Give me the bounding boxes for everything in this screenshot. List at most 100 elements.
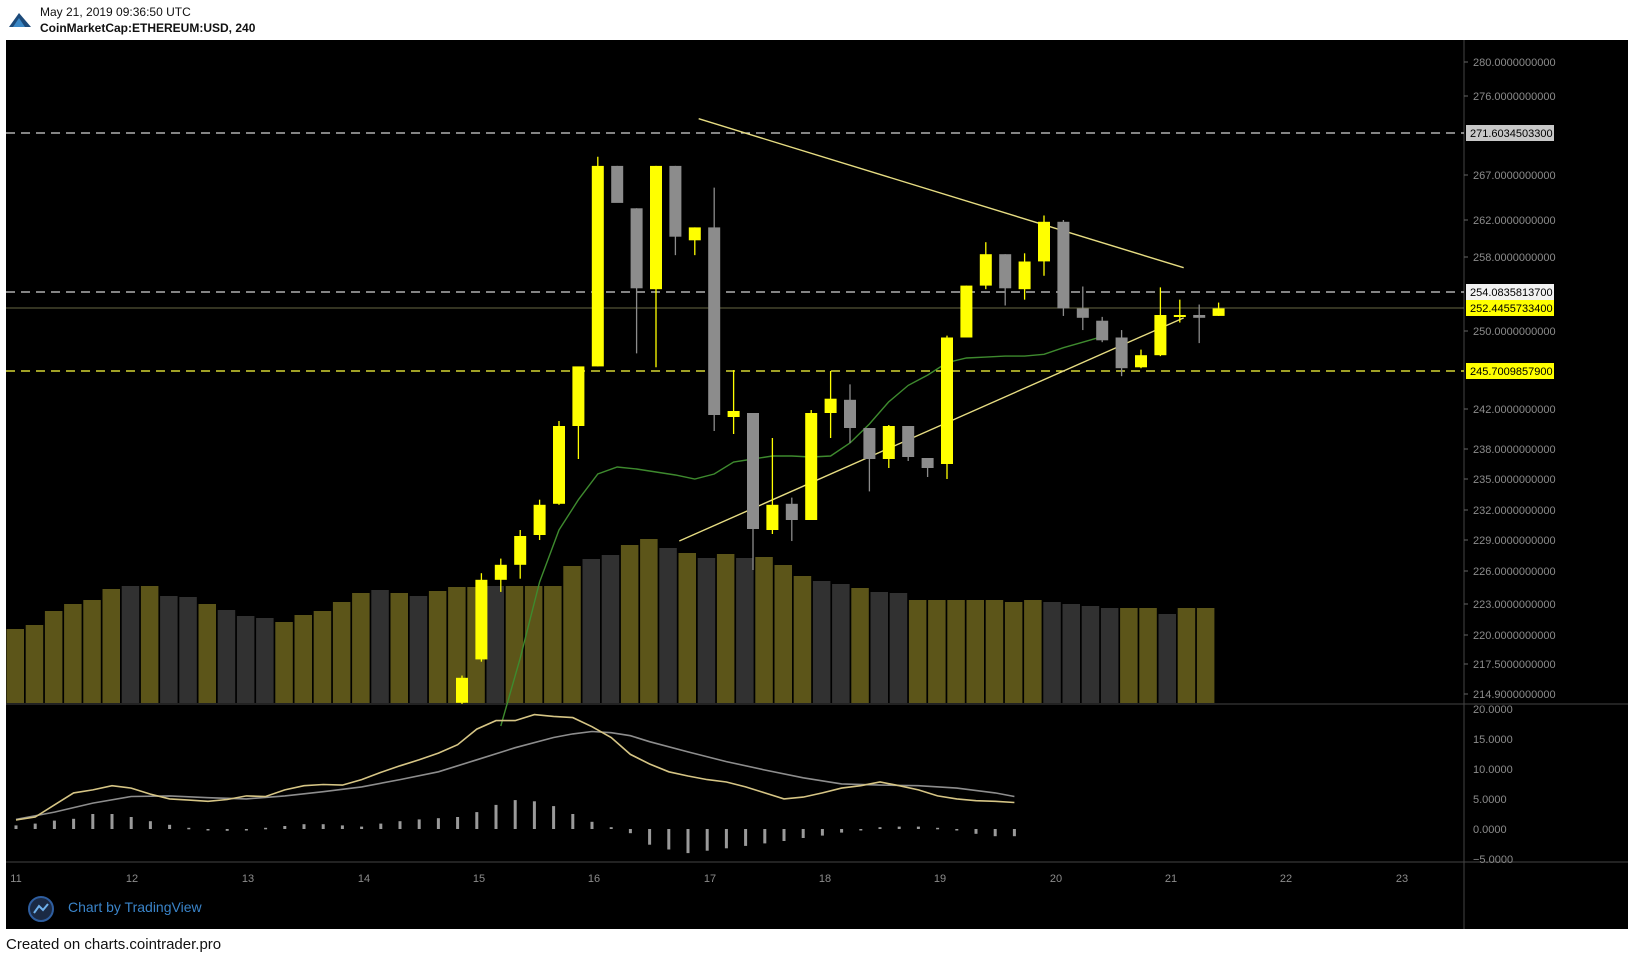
candle-body xyxy=(494,564,507,580)
candle-body xyxy=(553,426,565,504)
volume-bar xyxy=(1139,608,1157,703)
price-tick-label: 262.0000000000 xyxy=(1473,215,1556,227)
candle-body xyxy=(785,503,798,520)
time-tick-label: 16 xyxy=(588,873,600,885)
candle-body xyxy=(979,254,992,286)
volume-bar xyxy=(256,618,274,703)
macd-histogram-bar xyxy=(667,829,671,850)
candle-body xyxy=(1212,308,1225,316)
macd-histogram-bar xyxy=(475,812,479,829)
macd-histogram-bar xyxy=(552,806,556,829)
macd-line xyxy=(15,713,1015,821)
macd-histogram-bar xyxy=(724,829,728,849)
time-tick-label: 17 xyxy=(704,873,716,885)
candle-body xyxy=(824,398,837,413)
volume-bar xyxy=(832,584,850,703)
time-tick-label: 12 xyxy=(126,873,138,885)
candle-body xyxy=(650,165,662,290)
candle-body xyxy=(475,579,488,660)
macd-tick-label: 20.0000 xyxy=(1473,704,1513,716)
candle-body xyxy=(902,426,915,457)
macd-histogram-bar xyxy=(244,829,248,831)
volume-bar xyxy=(294,615,312,703)
macd-histogram-bar xyxy=(628,829,632,834)
volume-bar xyxy=(448,587,466,703)
macd-histogram-bar xyxy=(168,824,172,829)
macd-histogram-bar xyxy=(302,824,306,829)
price-tick-label: 280.0000000000 xyxy=(1473,57,1556,69)
volume-bar xyxy=(217,610,236,703)
candle-body xyxy=(572,366,585,426)
macd-histogram-bar xyxy=(686,829,690,854)
macd-histogram-bar xyxy=(283,826,287,829)
candle-body xyxy=(727,411,740,417)
time-tick-label: 23 xyxy=(1396,873,1408,885)
volume-bar xyxy=(563,566,581,703)
chart-area[interactable]: 280.0000000000 276.0000000000 267.00000000… xyxy=(6,40,1628,929)
price-tick-label: 242.0000000000 xyxy=(1473,404,1556,416)
macd-histogram-bar xyxy=(129,817,133,829)
price-tick-label: 229.0000000000 xyxy=(1473,535,1556,547)
macd-histogram-bar xyxy=(187,827,191,830)
candle-body xyxy=(863,428,876,459)
volume-bar xyxy=(793,576,812,703)
macd-histogram-bar xyxy=(52,820,56,829)
volume-bar xyxy=(428,591,447,703)
volume-bar xyxy=(620,545,639,703)
macd-histogram-bar xyxy=(955,829,959,831)
macd-histogram-bar xyxy=(859,829,863,831)
volume-bar xyxy=(160,596,178,703)
macd-histogram-bar xyxy=(744,829,748,846)
macd-histogram-bar xyxy=(513,800,517,829)
volume-bar xyxy=(524,586,543,703)
time-tick-label: 13 xyxy=(242,873,254,885)
price-tick-label: 220.0000000000 xyxy=(1473,630,1556,642)
moving-average-line xyxy=(500,335,1103,727)
triangle-trendline xyxy=(678,317,1184,542)
volume-bar xyxy=(198,604,216,703)
macd-histogram-bar xyxy=(206,829,210,831)
macd-histogram-bar xyxy=(878,827,882,829)
candle-body xyxy=(1018,261,1031,290)
macd-histogram-bar xyxy=(321,824,325,829)
volume-bar xyxy=(486,586,504,703)
macd-tick-label: −5.0000 xyxy=(1473,854,1513,866)
chart-header: May 21, 2019 09:36:50 UTC CoinMarketCap:… xyxy=(0,0,1634,38)
macd-histogram-bar xyxy=(360,826,364,829)
price-chart[interactable]: 280.0000000000 276.0000000000 267.00000000… xyxy=(6,40,1628,929)
volume-bar xyxy=(64,604,82,703)
chart-timestamp: May 21, 2019 09:36:50 UTC xyxy=(40,5,191,19)
macd-histogram-bar xyxy=(571,814,575,829)
price-tick-label: 258.0000000000 xyxy=(1473,252,1556,264)
price-tick-label: 238.0000000000 xyxy=(1473,444,1556,456)
price-tick-label: 214.9000000000 xyxy=(1473,689,1556,701)
candle-body xyxy=(1154,315,1167,356)
time-tick-label: 15 xyxy=(473,873,485,885)
volume-bar xyxy=(1100,608,1119,703)
volume-bar xyxy=(1062,604,1080,703)
price-label: 271.6034503300 xyxy=(1470,128,1553,140)
macd-histogram-bar xyxy=(33,823,37,829)
volume-bar xyxy=(352,593,370,703)
candle-body xyxy=(1057,221,1070,309)
tradingview-logo-icon xyxy=(28,896,54,922)
volume-bar xyxy=(889,593,908,703)
candle-body xyxy=(1038,221,1050,262)
volume-bar xyxy=(678,553,696,703)
volume-bar xyxy=(409,596,428,703)
watermark-text: Chart by TradingView xyxy=(68,899,202,915)
time-tick-label: 14 xyxy=(358,873,370,885)
macd-histogram-bar xyxy=(705,829,709,851)
macd-histogram-bar xyxy=(590,821,594,829)
candle-body xyxy=(630,208,643,289)
volume-bar xyxy=(332,602,351,703)
candle-body xyxy=(921,458,934,468)
cointrader-logo-icon xyxy=(9,13,31,27)
candle-body xyxy=(456,677,468,703)
macd-histogram-bar xyxy=(916,826,920,829)
volume-bar xyxy=(44,611,63,703)
volume-bar xyxy=(928,600,946,703)
volume-bar xyxy=(640,539,658,703)
time-tick-label: 11 xyxy=(10,873,21,885)
macd-histogram-bar xyxy=(72,818,76,829)
